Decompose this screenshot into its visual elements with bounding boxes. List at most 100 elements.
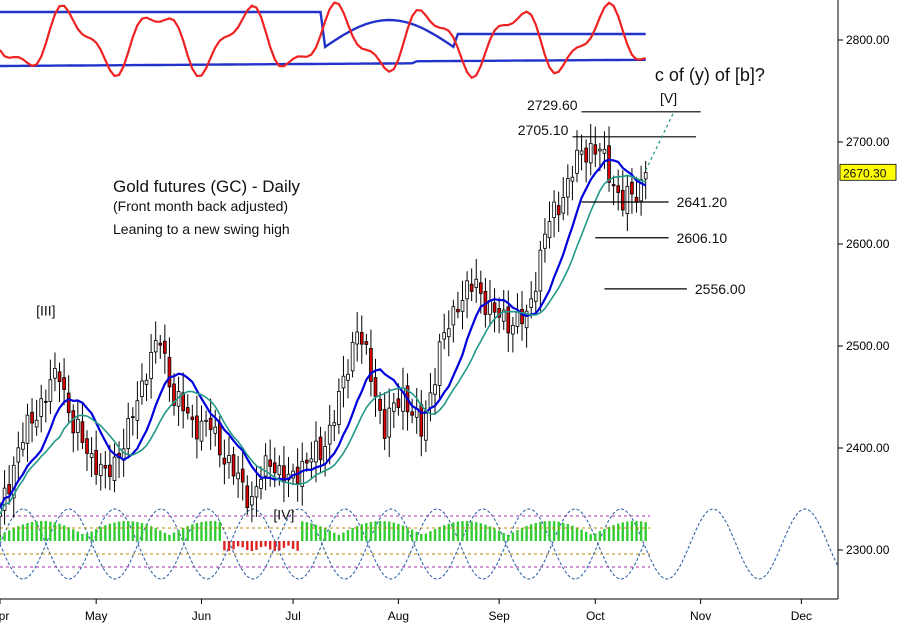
candle-body [30, 411, 34, 424]
candle-body [231, 454, 236, 477]
candle-body [130, 416, 135, 419]
candle-body [217, 422, 222, 456]
y-tick-label: 2300.00 [846, 543, 890, 557]
candle-body [43, 400, 48, 403]
candle-body [588, 142, 593, 164]
y-tick-label: 2800.00 [846, 33, 890, 47]
y-tick-label: 2700.00 [846, 135, 890, 149]
candle-body [89, 453, 94, 458]
annotations: Gold futures (GC) - Daily (Front month b… [113, 177, 301, 237]
candle-body [318, 436, 323, 461]
candle-body [149, 352, 153, 379]
candle-body [359, 332, 364, 345]
candle-body [16, 447, 21, 463]
candle-body [543, 233, 547, 249]
chart-subtitle: (Front month back adjusted) [113, 198, 288, 214]
candle-body [341, 375, 346, 389]
y-tick-label: 2500.00 [846, 339, 890, 353]
candle-body [250, 496, 254, 506]
candle-body [53, 368, 57, 379]
candle-body [442, 332, 447, 340]
candle-body [112, 456, 117, 481]
candle-body [34, 419, 39, 428]
candle-body [181, 392, 185, 412]
candle-body [94, 450, 98, 475]
candle-body [346, 373, 350, 381]
candle-body [584, 147, 588, 163]
wave-label: c of (y) of [b]? [655, 65, 765, 85]
x-tick-label: Apr [0, 609, 9, 623]
candle-body [158, 342, 163, 346]
candle-body [625, 185, 630, 214]
candle-body [66, 392, 71, 414]
candle-body [566, 178, 570, 198]
candle-body [304, 459, 309, 464]
level-label: 2641.20 [677, 194, 728, 210]
candle-body [213, 426, 218, 434]
candle-body [492, 302, 497, 313]
osc-line [0, 1, 647, 80]
candle-body [428, 392, 433, 409]
y-tick-label: 2400.00 [846, 441, 890, 455]
level-label: 2556.00 [695, 281, 746, 297]
wave-label: [III] [36, 302, 55, 318]
candle-body [254, 486, 259, 498]
candle-body [533, 290, 538, 302]
candle-body [506, 306, 511, 334]
candle-body [167, 356, 172, 388]
y-tick-label: 2600.00 [846, 237, 890, 251]
candle-body [373, 377, 378, 397]
level-label: 2606.10 [677, 230, 728, 246]
candle-body [474, 278, 479, 288]
candle-body [419, 404, 424, 437]
x-tick-label: Oct [586, 609, 605, 623]
candle-body [240, 468, 245, 483]
candle-body [479, 282, 483, 294]
oscillator-panel [0, 1, 647, 80]
candle-body [547, 221, 552, 239]
candle-body [570, 176, 575, 182]
last-price-badge [839, 163, 897, 181]
candle-body [511, 324, 515, 335]
candle-body [437, 341, 442, 386]
candle-body [602, 148, 607, 154]
candle-body [323, 446, 327, 464]
candle-body [364, 341, 369, 345]
level-label: 2705.10 [518, 122, 569, 138]
candle-body [227, 455, 231, 464]
candle-body [163, 340, 167, 354]
candle-body [369, 347, 373, 382]
wave-label: [V] [660, 90, 677, 106]
candle-body [185, 407, 190, 414]
candle-body [378, 398, 382, 411]
candle-body [245, 485, 250, 509]
candle-body [465, 280, 469, 300]
candle-body [391, 402, 396, 412]
moving-averages [0, 158, 647, 515]
candle-body [268, 459, 272, 467]
candle-body [332, 422, 337, 426]
candle-body [410, 411, 414, 416]
chart-title: Gold futures (GC) - Daily [113, 177, 301, 196]
candle-body [71, 410, 76, 434]
candle-body [144, 379, 149, 385]
candle-body [561, 197, 566, 214]
ma-slow-line [0, 174, 646, 515]
candle-body [529, 298, 534, 308]
candle-body [103, 465, 108, 469]
candle-body [598, 148, 602, 152]
candle-body [337, 390, 341, 426]
x-tick-label: Nov [690, 609, 711, 623]
candle-body [456, 308, 460, 313]
candle-body [85, 438, 89, 454]
candle-body [556, 205, 561, 216]
candle-body [350, 341, 355, 372]
chart-note: Leaning to a new swing high [113, 221, 290, 237]
candle-body [76, 418, 80, 433]
candle-body [524, 310, 529, 329]
candle-body [277, 465, 282, 476]
candle-body [108, 464, 112, 477]
cycle-line-inverse [0, 508, 645, 580]
x-tick-label: Dec [791, 609, 812, 623]
